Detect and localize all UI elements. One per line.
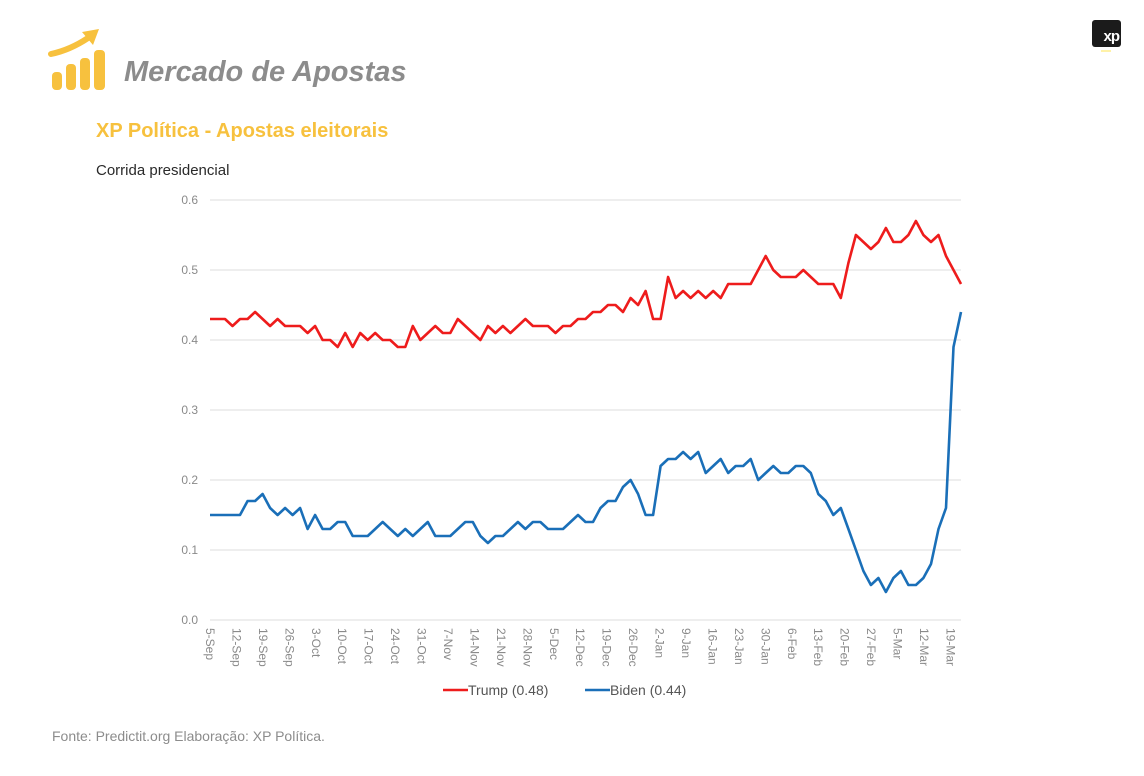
x-tick-label: 26-Sep [282,628,296,667]
x-tick-label: 9-Jan [679,628,693,658]
x-tick-label: 12-Mar [917,628,931,666]
x-tick-label: 19-Mar [943,628,957,666]
x-tick-label: 2-Jan [653,628,667,658]
y-tick-label: 0.6 [181,193,198,207]
x-tick-label: 12-Dec [573,628,587,667]
chart-section-label: Corrida presidencial [96,162,230,179]
y-tick-label: 0.4 [181,333,198,347]
y-tick-label: 0.3 [181,403,198,417]
xp-logo-badge: xp [1092,20,1121,47]
x-tick-label: 24-Oct [388,628,402,665]
y-tick-label: 0.5 [181,263,198,277]
chart-subtitle: XP Política - Apostas eleitorais [96,120,389,142]
x-tick-label: 21-Nov [494,628,508,667]
grid-lines [210,199,961,621]
x-tick-label: 26-Dec [626,628,640,667]
x-tick-label: 20-Feb [838,628,852,666]
x-tick-label: 27-Feb [864,628,878,666]
x-tick-label: 12-Sep [229,628,243,667]
x-tick-label: 16-Jan [705,628,719,665]
x-tick-label: 31-Oct [415,628,429,665]
series-line-biden [210,311,963,594]
source-footer: Fonte: Predictit.org Elaboração: XP Polí… [52,728,325,744]
series-lines [210,219,963,594]
app-title: Mercado de Apostas [124,56,407,88]
x-tick-label: 19-Dec [600,628,614,667]
x-tick-label: 5-Sep [203,628,217,660]
legend-item: Biden (0.44) [585,682,686,698]
x-tick-label: 7-Nov [441,628,455,660]
x-tick-label: 3-Oct [309,628,323,658]
x-tick-label: 17-Oct [362,628,376,665]
xp-logo-underline [1101,50,1111,52]
y-tick-label: 0.2 [181,473,198,487]
series-line-trump [210,219,963,349]
x-tick-label: 5-Dec [547,628,561,660]
x-tick-label: 28-Nov [520,628,534,667]
x-tick-label: 6-Feb [785,628,799,660]
legend-item: Trump (0.48) [443,682,548,698]
x-tick-label: 5-Mar [891,628,905,659]
x-axis-ticks: 5-Sep 12-Sep 19-Sep 26-Sep 3-Oct 10-Oct 17-Oct… [203,628,957,667]
x-tick-label: 10-Oct [335,628,349,665]
y-tick-label: 0.1 [181,543,198,557]
x-tick-label: 23-Jan [732,628,746,665]
legend: Trump (0.48) Biden (0.44) [443,682,686,698]
x-tick-label: 30-Jan [758,628,772,665]
x-tick-label: 19-Sep [256,628,270,667]
legend-label: Trump (0.48) [468,682,548,698]
x-tick-label: 13-Feb [811,628,825,666]
y-tick-label: 0.0 [181,613,198,627]
x-tick-label: 14-Nov [467,628,481,667]
y-axis-ticks: 0.0 0.1 0.2 0.3 0.4 0.5 0.6 [181,193,198,627]
legend-label: Biden (0.44) [610,682,686,698]
rising-bar-chart-icon [48,29,105,90]
